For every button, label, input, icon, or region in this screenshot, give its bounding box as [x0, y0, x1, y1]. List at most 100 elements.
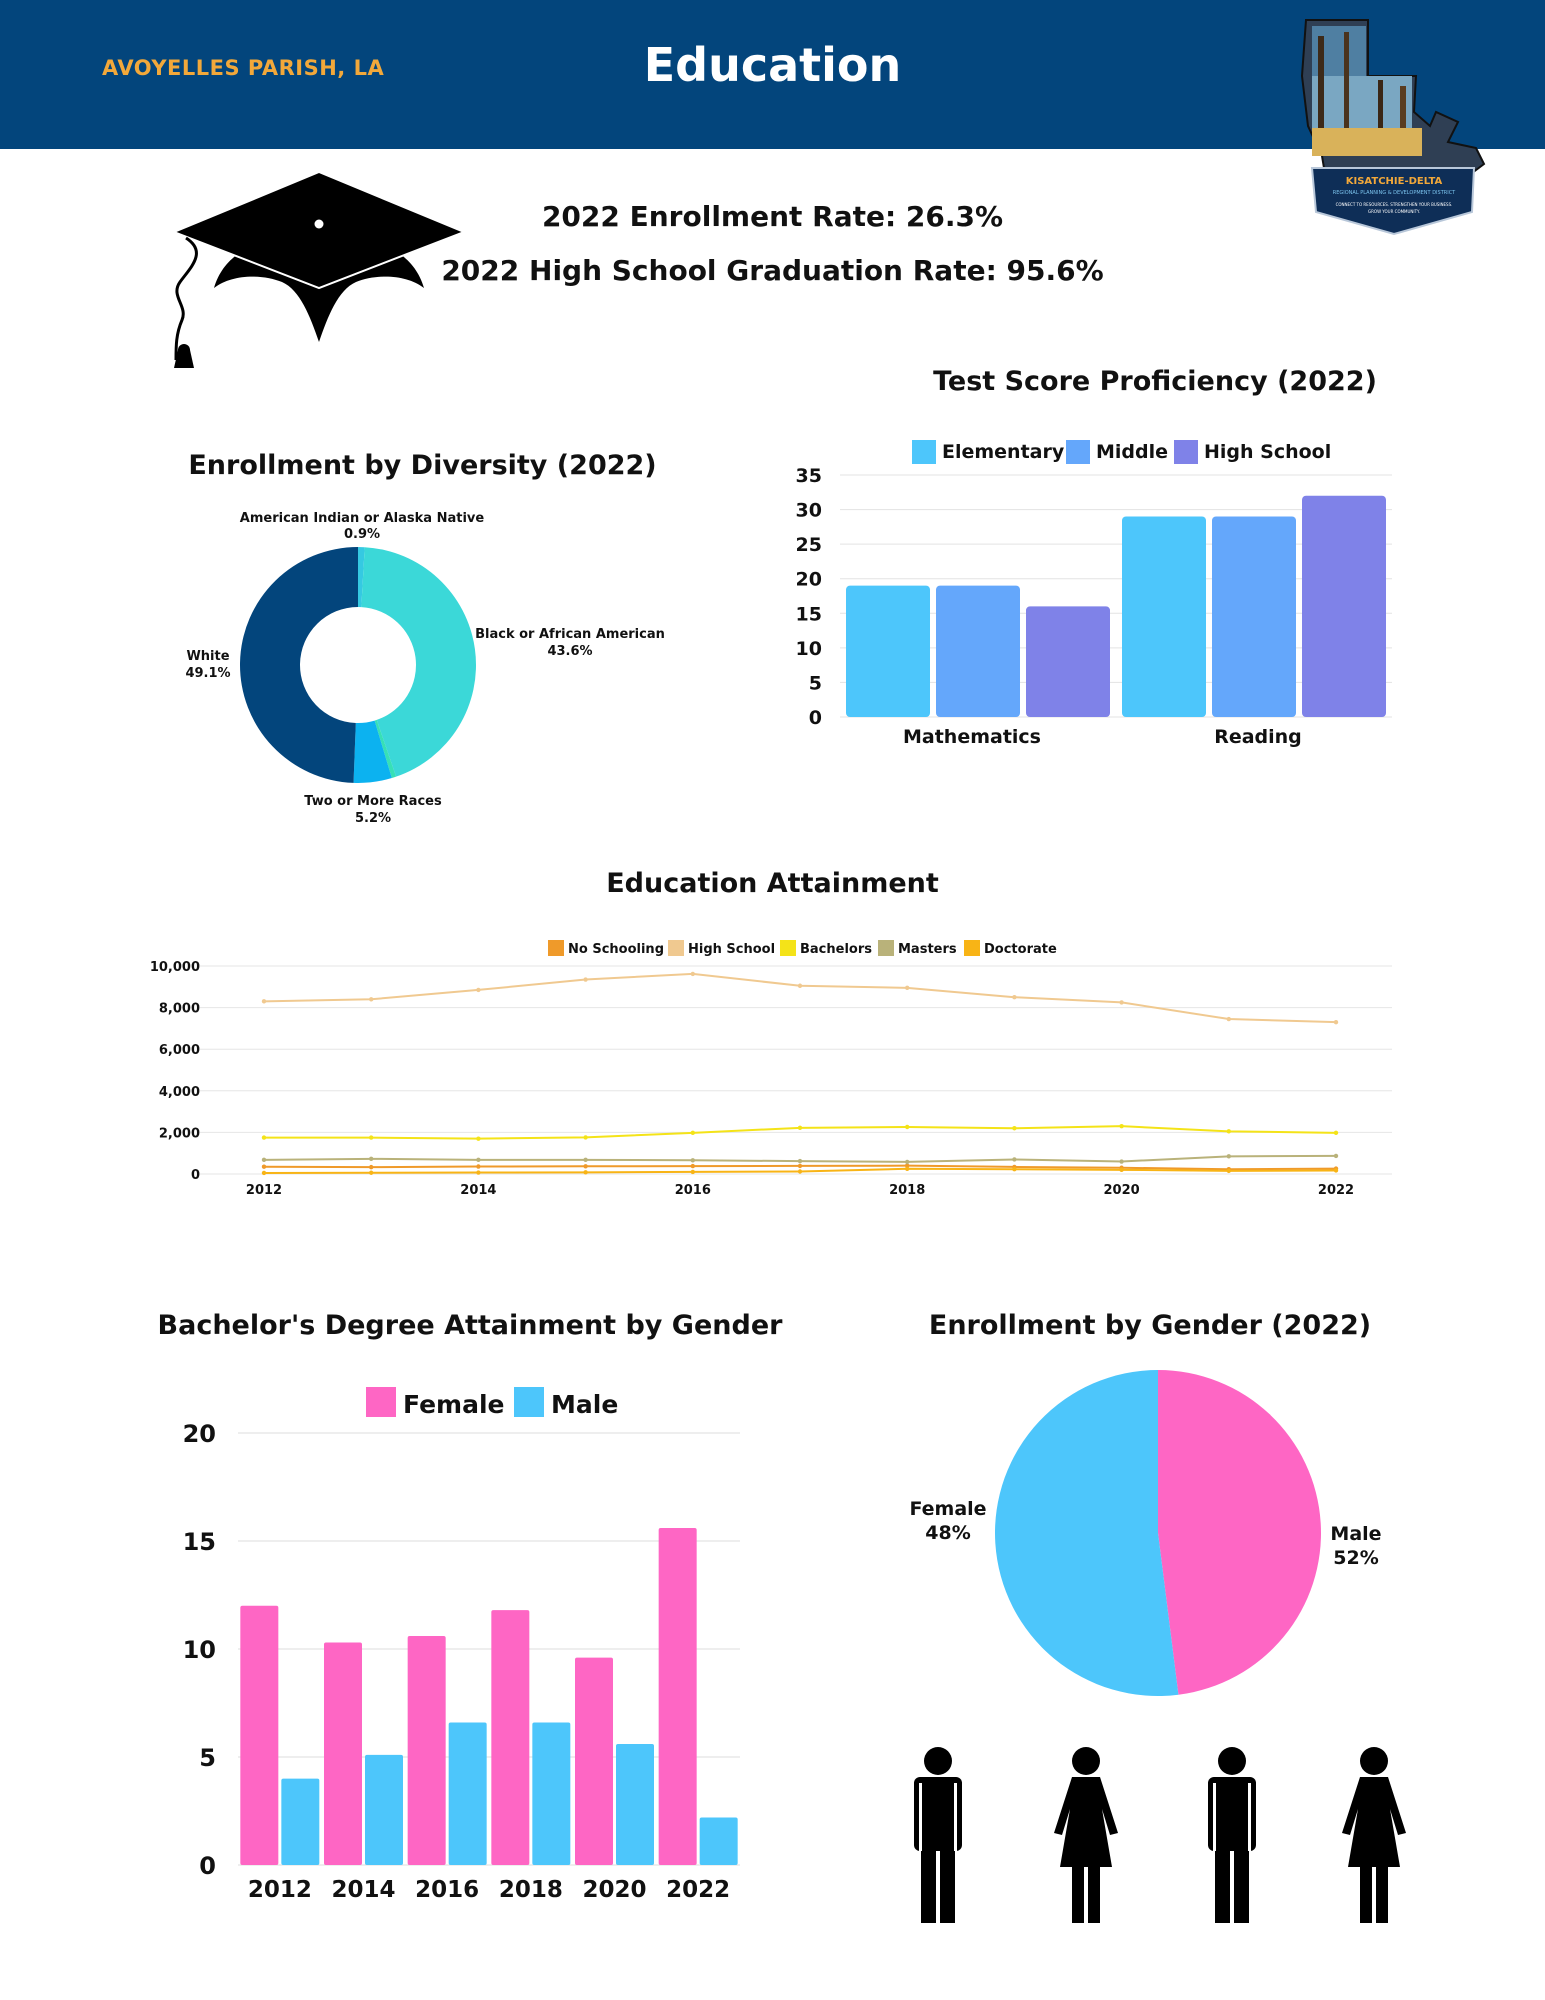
- point-high-school: [1226, 1016, 1232, 1022]
- gender-pie-chart: Female 48% Male 52%: [909, 1370, 1382, 1696]
- logo-line-3: CONNECT TO RESOURCES. STRENGTHEN YOUR BU…: [1336, 202, 1453, 207]
- diversity-label-black: Black or African American: [475, 627, 665, 642]
- legend-swatch-middle: [1066, 440, 1090, 464]
- x-tick-label: 2020: [582, 1877, 646, 1903]
- female-person-icon: [1054, 1747, 1118, 1923]
- bar-2022-male: [699, 1817, 738, 1865]
- legend-label-bachelors: Bachelors: [800, 942, 872, 957]
- x-tick-label: 2022: [666, 1877, 730, 1903]
- legend-label-high-school: High School: [688, 942, 775, 957]
- point-no-schooling: [583, 1164, 588, 1169]
- point-bachelors: [1119, 1123, 1124, 1129]
- legend-label-female: Female: [403, 1390, 504, 1419]
- gender-slice-male: [995, 1370, 1179, 1696]
- legend-label-no-schooling: No Schooling: [568, 942, 664, 957]
- y-tick-label: 10: [183, 1636, 216, 1664]
- bar-mathematics-high-school: [1026, 606, 1110, 717]
- point-no-schooling: [476, 1164, 481, 1169]
- page-title: Education: [643, 38, 902, 92]
- bar-2014-female: [324, 1642, 362, 1865]
- diversity-label-american-indian: American Indian or Alaska Native: [240, 511, 485, 526]
- legend-label-elementary: Elementary: [942, 441, 1065, 463]
- bar-2014-male: [365, 1754, 403, 1865]
- diversity-slice-segment-2: [374, 719, 397, 779]
- x-tick-label: 2014: [331, 1877, 395, 1903]
- point-doctorate: [690, 1169, 695, 1175]
- point-masters: [583, 1157, 588, 1163]
- gender-label-male: Male: [1330, 1523, 1381, 1545]
- point-bachelors: [261, 1135, 267, 1140]
- legend-swatch-female: [366, 1387, 396, 1417]
- legend-swatch-high-school: [1174, 440, 1198, 464]
- point-bachelors: [1333, 1130, 1339, 1136]
- point-high-school: [261, 999, 267, 1004]
- legend-swatch-high-school: [668, 940, 684, 956]
- x-tick-label: 2016: [415, 1877, 479, 1903]
- point-doctorate: [905, 1166, 910, 1171]
- point-bachelors: [369, 1135, 374, 1140]
- point-high-school: [476, 987, 481, 993]
- point-bachelors: [690, 1130, 695, 1136]
- y-tick-label: 4,000: [159, 1085, 200, 1100]
- legend-swatch-no-schooling: [548, 940, 564, 956]
- point-no-schooling: [797, 1163, 803, 1169]
- bar-2016-male: [448, 1722, 487, 1865]
- point-bachelors: [1012, 1126, 1017, 1131]
- bar-2012-female: [240, 1605, 279, 1865]
- y-tick-label: 15: [183, 1528, 216, 1556]
- diversity-slice-two-or-more-races: [353, 720, 392, 783]
- testscore-category-reading: Reading: [1214, 726, 1302, 748]
- bar-2016-female: [407, 1636, 446, 1865]
- bar-mathematics-elementary: [846, 585, 930, 717]
- bachelor-gender-chart-title: Bachelor's Degree Attainment by Gender: [157, 1310, 783, 1341]
- diversity-slice-white: [240, 547, 358, 783]
- diversity-value-two-or-more: 5.2%: [355, 811, 391, 826]
- point-high-school: [797, 983, 803, 988]
- diversity-value-white: 49.1%: [185, 666, 230, 681]
- gender-chart-title: Enrollment by Gender (2022): [928, 1310, 1372, 1341]
- bar-2020-female: [575, 1657, 613, 1865]
- x-tick-label: 2016: [675, 1183, 711, 1198]
- y-tick-label: 10,000: [150, 960, 200, 975]
- point-high-school: [369, 997, 374, 1002]
- y-tick-label: 0: [809, 707, 822, 729]
- y-tick-label: 20: [183, 1420, 216, 1448]
- point-doctorate: [1119, 1167, 1124, 1173]
- x-tick-label: 2018: [889, 1183, 925, 1198]
- bachelor-gender-bar-chart: Female Male 0 5 10 15 20 2012 2014 2016 2018 2020…: [183, 1387, 740, 1903]
- point-high-school: [1333, 1019, 1339, 1025]
- attainment-chart-title: Education Attainment: [606, 868, 939, 899]
- testscore-chart-title: Test Score Proficiency (2022): [933, 366, 1377, 397]
- bar-2012-male: [281, 1778, 320, 1865]
- bar-2018-female: [491, 1610, 530, 1865]
- bar-reading-elementary: [1122, 516, 1206, 717]
- point-doctorate: [369, 1170, 374, 1175]
- enrollment-rate-stat: 2022 Enrollment Rate: 26.3%: [541, 200, 1004, 233]
- point-high-school: [1012, 995, 1017, 1000]
- point-masters: [905, 1159, 910, 1165]
- point-high-school: [905, 985, 910, 991]
- diversity-chart-title: Enrollment by Diversity (2022): [188, 450, 657, 481]
- point-bachelors: [476, 1136, 481, 1141]
- graduation-cap-icon: [171, 170, 467, 368]
- legend-swatch-male: [514, 1387, 544, 1417]
- point-doctorate: [1012, 1167, 1017, 1172]
- testscore-category-mathematics: Mathematics: [903, 726, 1041, 748]
- diversity-donut-chart: American Indian or Alaska Native 0.9% Bl…: [185, 511, 665, 826]
- point-no-schooling: [261, 1164, 267, 1169]
- bar-reading-high-school: [1302, 495, 1386, 717]
- y-tick-label: 35: [796, 465, 822, 487]
- x-tick-label: 2012: [246, 1183, 282, 1198]
- logo-line-1: KISATCHIE-DELTA: [1346, 176, 1443, 187]
- point-high-school: [690, 971, 695, 977]
- point-masters: [797, 1158, 803, 1164]
- male-person-icon: [914, 1747, 962, 1923]
- logo-line-2: REGIONAL PLANNING & DEVELOPMENT DISTRICT: [1333, 190, 1456, 196]
- y-tick-label: 30: [796, 500, 822, 522]
- point-doctorate: [1333, 1168, 1339, 1173]
- x-tick-label: 2020: [1104, 1183, 1140, 1198]
- point-high-school: [583, 977, 588, 982]
- point-bachelors: [797, 1125, 803, 1131]
- y-tick-label: 6,000: [159, 1043, 200, 1058]
- legend-label-doctorate: Doctorate: [984, 942, 1057, 957]
